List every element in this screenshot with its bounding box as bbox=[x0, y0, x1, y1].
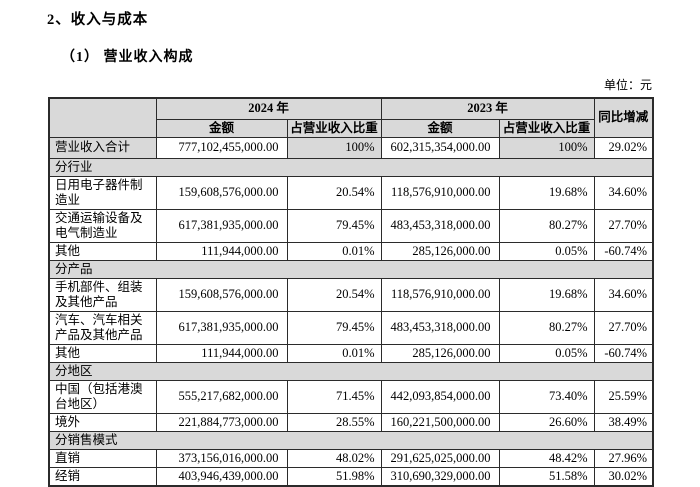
col-header-proportion-2024: 占营业收入比重 bbox=[286, 118, 382, 138]
value-cell: 403,946,439,000.00 bbox=[155, 466, 288, 486]
value-cell: 373,156,016,000.00 bbox=[155, 448, 288, 468]
row-label: 汽车、汽车相关产品及其他产品 bbox=[48, 310, 157, 345]
row-label: 营业收入合计 bbox=[48, 136, 157, 159]
value-cell: 118,576,910,000.00 bbox=[380, 175, 500, 210]
value-cell: 20.54% bbox=[286, 277, 382, 312]
value-cell: 26.60% bbox=[498, 412, 595, 432]
table-body: 营业收入合计 777,102,455,000.00 100% 602,315,354,… bbox=[48, 136, 654, 486]
value-cell: 602,315,354,000.00 bbox=[380, 136, 500, 159]
value-cell: 221,884,773,000.00 bbox=[155, 412, 288, 432]
row-label: 中国（包括港澳台地区） bbox=[48, 379, 157, 414]
table-row: 汽车、汽车相关产品及其他产品 617,381,935,000.00 79.45% 48… bbox=[48, 310, 654, 345]
table-row: 手机部件、组装及其他产品 159,608,576,000.00 20.54% 118,… bbox=[48, 277, 654, 312]
value-cell: 0.05% bbox=[498, 241, 595, 261]
value-cell: 111,944,000.00 bbox=[155, 241, 288, 261]
subsection-title: （1） 营业收入构成 bbox=[61, 50, 194, 65]
value-cell: 0.05% bbox=[498, 343, 595, 363]
table-row: 中国（包括港澳台地区） 555,217,682,000.00 71.45% 442,0… bbox=[48, 379, 654, 414]
value-cell: 617,381,935,000.00 bbox=[155, 208, 288, 243]
value-cell: 159,608,576,000.00 bbox=[155, 175, 288, 210]
table-row: 经销 403,946,439,000.00 51.98% 310,690,329,00… bbox=[48, 466, 654, 486]
table-row: 日用电子器件制造业 159,608,576,000.00 20.54% 118,576… bbox=[48, 175, 654, 210]
value-cell: 27.96% bbox=[593, 448, 654, 468]
total-row: 营业收入合计 777,102,455,000.00 100% 602,315,354,… bbox=[48, 136, 654, 159]
table-row: 交通运输设备及电气制造业 617,381,935,000.00 79.45% 483,… bbox=[48, 208, 654, 243]
value-cell: 777,102,455,000.00 bbox=[155, 136, 288, 159]
value-cell: 285,126,000.00 bbox=[380, 343, 500, 363]
section-label: 分地区 bbox=[48, 361, 654, 381]
value-cell: 79.45% bbox=[286, 208, 382, 243]
row-label: 手机部件、组装及其他产品 bbox=[48, 277, 157, 312]
col-header-amount-2024: 金额 bbox=[155, 118, 288, 138]
table-row: 其他 111,944,000.00 0.01% 285,126,000.00 0.05%… bbox=[48, 241, 654, 261]
value-cell: 34.60% bbox=[593, 175, 654, 210]
col-header-yoy-change: 同比增减 bbox=[593, 97, 654, 138]
unit-label: 单位：元 bbox=[603, 78, 652, 92]
value-cell: 28.55% bbox=[286, 412, 382, 432]
value-cell: 310,690,329,000.00 bbox=[380, 466, 500, 486]
value-cell: -60.74% bbox=[593, 343, 654, 363]
section-label: 分产品 bbox=[48, 259, 654, 279]
value-cell: 160,221,500,000.00 bbox=[380, 412, 500, 432]
value-cell: 0.01% bbox=[286, 343, 382, 363]
value-cell: 79.45% bbox=[286, 310, 382, 345]
table-row: 直销 373,156,016,000.00 48.02% 291,625,025,00… bbox=[48, 448, 654, 468]
value-cell: 38.49% bbox=[593, 412, 654, 432]
value-cell: 100% bbox=[498, 136, 595, 159]
value-cell: 442,093,854,000.00 bbox=[380, 379, 500, 414]
value-cell: 291,625,025,000.00 bbox=[380, 448, 500, 468]
value-cell: 20.54% bbox=[286, 175, 382, 210]
row-label: 其他 bbox=[48, 241, 157, 261]
value-cell: 617,381,935,000.00 bbox=[155, 310, 288, 345]
value-cell: 29.02% bbox=[593, 136, 654, 159]
section-header-row: 分地区 bbox=[48, 361, 654, 381]
table-row: 境外 221,884,773,000.00 28.55% 160,221,500,00… bbox=[48, 412, 654, 432]
section-title: 2、收入与成本 bbox=[47, 12, 149, 28]
value-cell: 80.27% bbox=[498, 310, 595, 345]
value-cell: 118,576,910,000.00 bbox=[380, 277, 500, 312]
row-label: 其他 bbox=[48, 343, 157, 363]
value-cell: 27.70% bbox=[593, 208, 654, 243]
row-label: 境外 bbox=[48, 412, 157, 432]
value-cell: 19.68% bbox=[498, 175, 595, 210]
value-cell: 111,944,000.00 bbox=[155, 343, 288, 363]
row-label: 交通运输设备及电气制造业 bbox=[48, 208, 157, 243]
value-cell: 483,453,318,000.00 bbox=[380, 310, 500, 345]
value-cell: -60.74% bbox=[593, 241, 654, 261]
col-header-proportion-2023: 占营业收入比重 bbox=[498, 118, 595, 138]
value-cell: 34.60% bbox=[593, 277, 654, 312]
section-label: 分行业 bbox=[48, 157, 654, 177]
value-cell: 71.45% bbox=[286, 379, 382, 414]
value-cell: 159,608,576,000.00 bbox=[155, 277, 288, 312]
section-header-row: 分产品 bbox=[48, 259, 654, 279]
table-row: 其他 111,944,000.00 0.01% 285,126,000.00 0.05%… bbox=[48, 343, 654, 363]
value-cell: 285,126,000.00 bbox=[380, 241, 500, 261]
value-cell: 30.02% bbox=[593, 466, 654, 486]
value-cell: 555,217,682,000.00 bbox=[155, 379, 288, 414]
col-header-amount-2023: 金额 bbox=[380, 118, 500, 138]
value-cell: 73.40% bbox=[498, 379, 595, 414]
value-cell: 51.98% bbox=[286, 466, 382, 486]
row-label: 日用电子器件制造业 bbox=[48, 175, 157, 210]
value-cell: 48.42% bbox=[498, 448, 595, 468]
value-cell: 100% bbox=[286, 136, 382, 159]
col-header-year-2024: 2024 年 bbox=[155, 97, 382, 120]
section-header-row: 分行业 bbox=[48, 157, 654, 177]
value-cell: 0.01% bbox=[286, 241, 382, 261]
col-header-year-2023: 2023 年 bbox=[380, 97, 595, 120]
value-cell: 48.02% bbox=[286, 448, 382, 468]
section-label: 分销售模式 bbox=[48, 430, 654, 450]
revenue-composition-table: 2024 年 2023 年 同比增减 金额 占营业收入比重 金额 占营业收入比重… bbox=[48, 97, 655, 487]
row-label: 直销 bbox=[48, 448, 157, 468]
value-cell: 80.27% bbox=[498, 208, 595, 243]
value-cell: 25.59% bbox=[593, 379, 654, 414]
row-label: 经销 bbox=[48, 466, 157, 486]
value-cell: 19.68% bbox=[498, 277, 595, 312]
table-header: 2024 年 2023 年 同比增减 金额 占营业收入比重 金额 占营业收入比重 bbox=[48, 97, 654, 138]
value-cell: 51.58% bbox=[498, 466, 595, 486]
section-header-row: 分销售模式 bbox=[48, 430, 654, 450]
corner-header-cell bbox=[48, 97, 157, 138]
value-cell: 483,453,318,000.00 bbox=[380, 208, 500, 243]
value-cell: 27.70% bbox=[593, 310, 654, 345]
